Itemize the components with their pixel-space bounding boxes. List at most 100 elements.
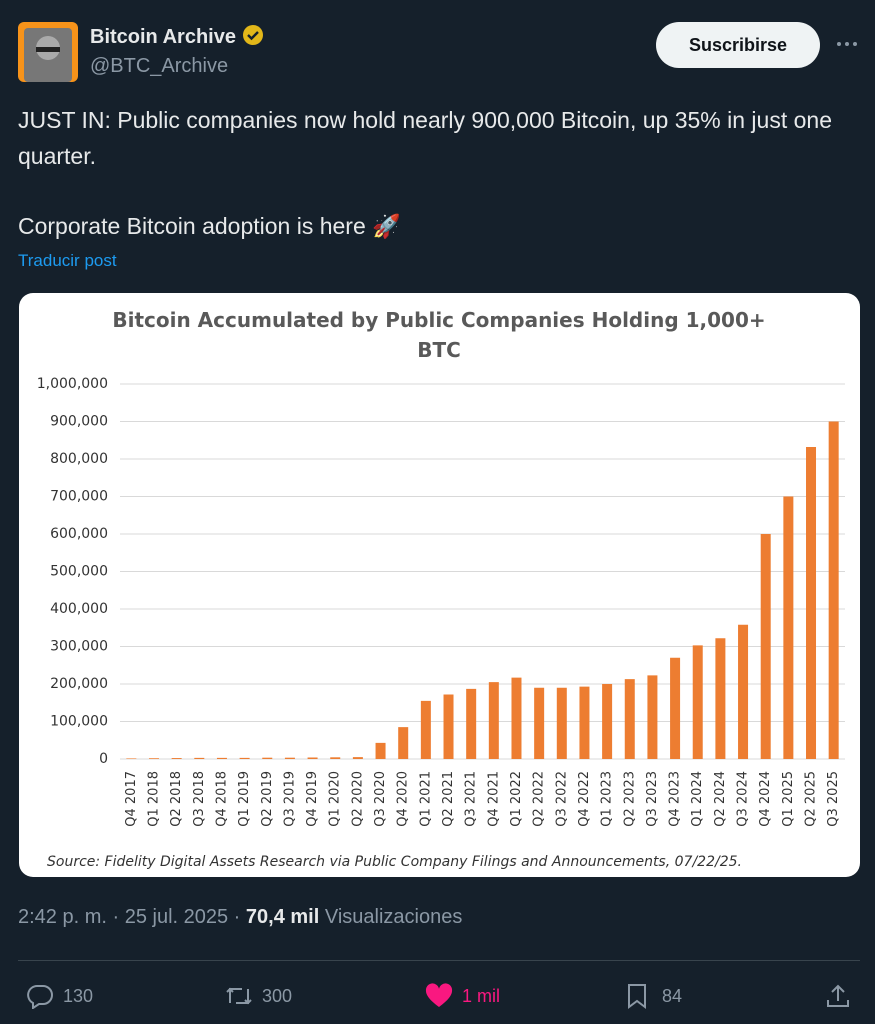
x-tick-label: Q4 2023 xyxy=(668,771,683,827)
x-tick-label: Q4 2017 xyxy=(124,771,139,827)
avatar[interactable] xyxy=(18,22,78,82)
author-handle[interactable]: @BTC_Archive xyxy=(90,55,229,77)
x-tick-label: Q1 2021 xyxy=(418,771,433,827)
bar xyxy=(171,758,182,759)
x-tick-label: Q1 2018 xyxy=(146,771,161,827)
y-tick-label: 0 xyxy=(99,751,108,767)
bookmark-button[interactable]: 84 xyxy=(624,983,682,1009)
x-tick-label: Q3 2022 xyxy=(554,771,569,827)
bar xyxy=(511,677,522,759)
bar xyxy=(715,638,726,759)
author-name[interactable]: Bitcoin Archive xyxy=(90,24,264,49)
x-tick-label: Q4 2019 xyxy=(305,771,320,827)
x-tick-label: Q2 2025 xyxy=(804,771,819,827)
like-button[interactable]: 1 mil xyxy=(424,983,500,1009)
y-tick-label: 400,000 xyxy=(50,601,108,617)
post-text: JUST IN: Public companies now hold nearl… xyxy=(18,107,832,169)
views-label: Visualizaciones xyxy=(324,906,463,928)
x-tick-label: Q2 2023 xyxy=(622,771,637,827)
bar xyxy=(579,686,590,759)
like-icon xyxy=(425,983,453,1007)
x-tick-label: Q3 2020 xyxy=(373,771,388,827)
post-meta: 2:42 p. m. · 25 jul. 2025 · 70,4 mil Vis… xyxy=(18,906,462,929)
chart: 0 100,000 200,000 300,000 400,000 500,000 600,… xyxy=(37,376,845,827)
bar xyxy=(194,757,205,759)
share-button[interactable] xyxy=(824,982,852,1010)
bar xyxy=(556,687,567,759)
timestamp[interactable]: 2:42 p. m. · 25 jul. 2025 · xyxy=(18,906,241,928)
x-tick-label: Q1 2023 xyxy=(600,771,615,827)
bar xyxy=(307,757,318,759)
x-tick-label: Q1 2025 xyxy=(781,771,796,827)
views-count: 70,4 mil xyxy=(245,906,320,928)
reply-icon xyxy=(27,985,53,1009)
x-tick-label: Q1 2022 xyxy=(509,771,524,827)
bar xyxy=(466,688,477,759)
bar xyxy=(375,742,386,759)
x-tick-label: Q2 2024 xyxy=(713,771,728,827)
repost-button[interactable]: 300 xyxy=(224,983,292,1009)
divider xyxy=(18,960,860,961)
y-tick-label: 500,000 xyxy=(50,564,108,580)
bar xyxy=(534,687,545,759)
bar xyxy=(783,496,794,759)
bar xyxy=(647,675,658,759)
x-tick-label: Q3 2024 xyxy=(736,771,751,827)
x-tick-label: Q4 2024 xyxy=(758,771,773,827)
bar xyxy=(126,758,137,759)
y-tick-label: 600,000 xyxy=(50,526,108,542)
x-tick-label: Q4 2020 xyxy=(396,771,411,827)
bar xyxy=(443,694,454,759)
x-tick-label: Q4 2022 xyxy=(577,771,592,827)
bar xyxy=(330,757,341,759)
y-tick-label: 900,000 xyxy=(50,414,108,430)
y-tick-label: 100,000 xyxy=(50,714,108,730)
bar xyxy=(284,757,295,759)
y-tick-label: 700,000 xyxy=(50,489,108,505)
x-tick-label: Q2 2018 xyxy=(169,771,184,827)
x-tick-label: Q3 2018 xyxy=(192,771,207,827)
x-tick-label: Q4 2018 xyxy=(214,771,229,827)
like-count: 1 mil xyxy=(462,985,501,1006)
bar xyxy=(738,624,749,759)
x-tick-label: Q3 2021 xyxy=(464,771,479,827)
bar xyxy=(624,679,635,759)
chart-card[interactable]: Bitcoin Accumulated by Public Companies … xyxy=(19,293,860,877)
x-tick-label: Q2 2022 xyxy=(532,771,547,827)
post-text: Corporate Bitcoin adoption is here 🚀 xyxy=(18,213,401,239)
bar xyxy=(420,700,431,759)
author-name-text: Bitcoin Archive xyxy=(90,26,236,48)
bar xyxy=(216,757,227,759)
bar xyxy=(760,534,771,759)
bar xyxy=(398,727,409,759)
bar xyxy=(239,757,250,759)
bar xyxy=(602,684,613,759)
bar xyxy=(352,757,363,759)
repost-icon xyxy=(226,987,252,1005)
bar xyxy=(262,757,273,759)
bar xyxy=(670,657,681,759)
y-tick-label: 200,000 xyxy=(50,676,108,692)
x-tick-label: Q1 2019 xyxy=(237,771,252,827)
more-button[interactable] xyxy=(835,38,859,50)
x-tick-label: Q3 2023 xyxy=(645,771,660,827)
chart-source: Source: Fidelity Digital Assets Research… xyxy=(47,854,742,870)
reply-button[interactable]: 130 xyxy=(25,983,93,1009)
x-tick-label: Q1 2020 xyxy=(328,771,343,827)
bar xyxy=(828,421,839,759)
x-tick-label: Q3 2019 xyxy=(282,771,297,827)
bar xyxy=(148,758,159,759)
bar xyxy=(806,447,817,759)
x-tick-label: Q2 2020 xyxy=(350,771,365,827)
y-tick-label: 800,000 xyxy=(50,451,108,467)
bar xyxy=(488,682,499,759)
translate-link[interactable]: Traducir post xyxy=(18,251,117,270)
x-tick-label: Q2 2021 xyxy=(441,771,456,827)
x-tick-label: Q2 2019 xyxy=(260,771,275,827)
y-tick-label: 300,000 xyxy=(50,639,108,655)
repost-count: 300 xyxy=(262,985,293,1006)
subscribe-button[interactable]: Suscribirse xyxy=(656,22,820,68)
bookmark-count: 84 xyxy=(662,985,683,1006)
y-tick-label: 1,000,000 xyxy=(37,376,108,392)
